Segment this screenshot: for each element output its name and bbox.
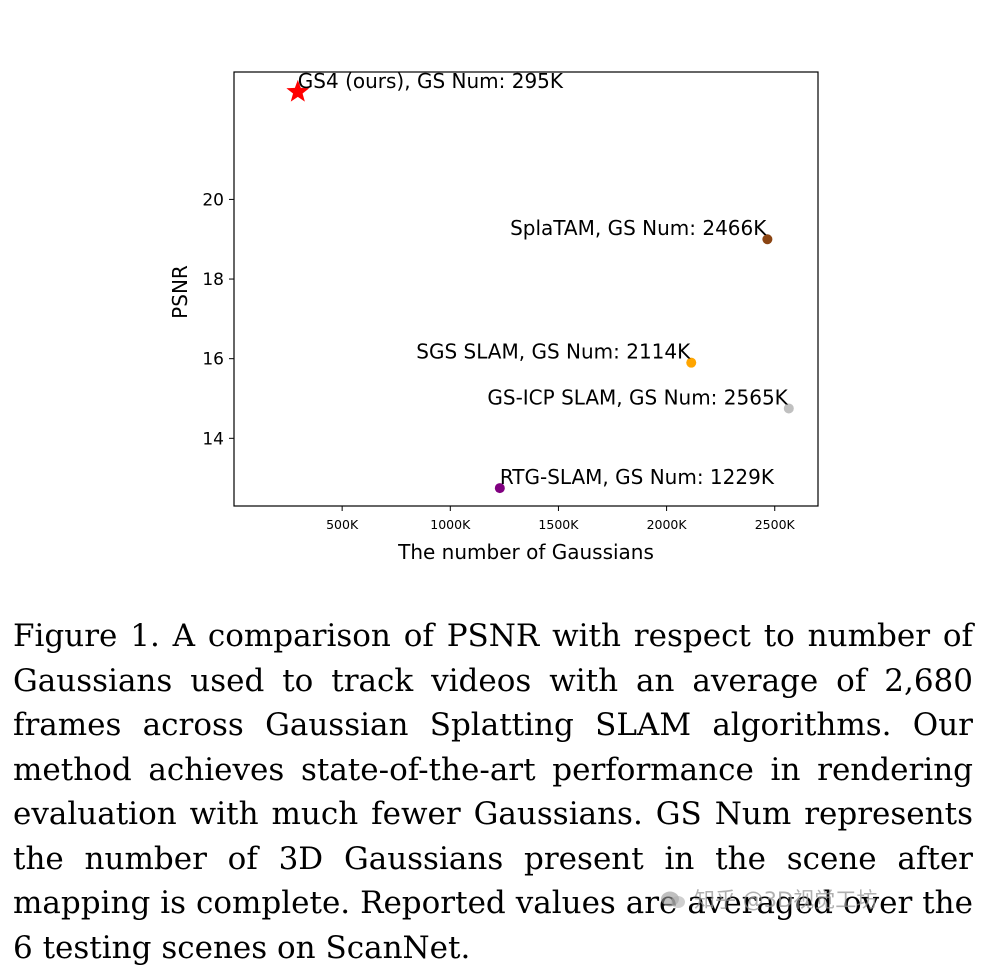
watermark-text: 知乎 @3D视觉工坊 <box>694 888 878 912</box>
psnr-scatter-chart: 500K 1000K 1500K 2000K 2500K 14 16 18 20 The nu… <box>168 69 819 564</box>
y-tick-label: 14 <box>202 429 224 449</box>
point-marker <box>762 234 773 245</box>
point-label: RTG-SLAM, GS Num: 1229K <box>500 465 775 489</box>
point-label: GS4 (ours), GS Num: 295K <box>298 69 564 93</box>
x-tick-label: 1000K <box>430 517 471 532</box>
plot-frame <box>233 71 819 507</box>
figure-caption: Figure 1. A comparison of PSNR with resp… <box>13 618 973 966</box>
point-label: GS-ICP SLAM, GS Num: 2565K <box>487 385 788 409</box>
y-tick-label: 18 <box>202 270 224 290</box>
x-tick-label: 500K <box>326 517 359 532</box>
point-label: SGS SLAM, GS Num: 2114K <box>416 340 691 364</box>
x-axis-ticks: 500K 1000K 1500K 2000K 2500K <box>326 506 796 532</box>
data-points: GS4 (ours), GS Num: 295K SplaTAM, GS Num:… <box>286 69 794 494</box>
x-axis-label: The number of Gaussians <box>397 540 654 564</box>
y-tick-label: 16 <box>202 350 224 370</box>
x-tick-label: 2500K <box>755 517 796 532</box>
x-tick-label: 2000K <box>647 517 688 532</box>
y-tick-label: 20 <box>202 190 224 210</box>
point-marker <box>686 357 697 368</box>
point-label: SplaTAM, GS Num: 2466K <box>510 216 767 240</box>
point-marker <box>783 403 794 414</box>
wechat-icon <box>661 891 685 908</box>
watermark: 知乎 @3D视觉工坊 <box>660 884 877 914</box>
x-tick-label: 1500K <box>538 517 579 532</box>
point-marker <box>494 483 505 494</box>
point-marker-star <box>286 79 310 102</box>
y-axis-label: PSNR <box>168 265 192 319</box>
y-axis-ticks: 14 16 18 20 <box>202 190 234 449</box>
